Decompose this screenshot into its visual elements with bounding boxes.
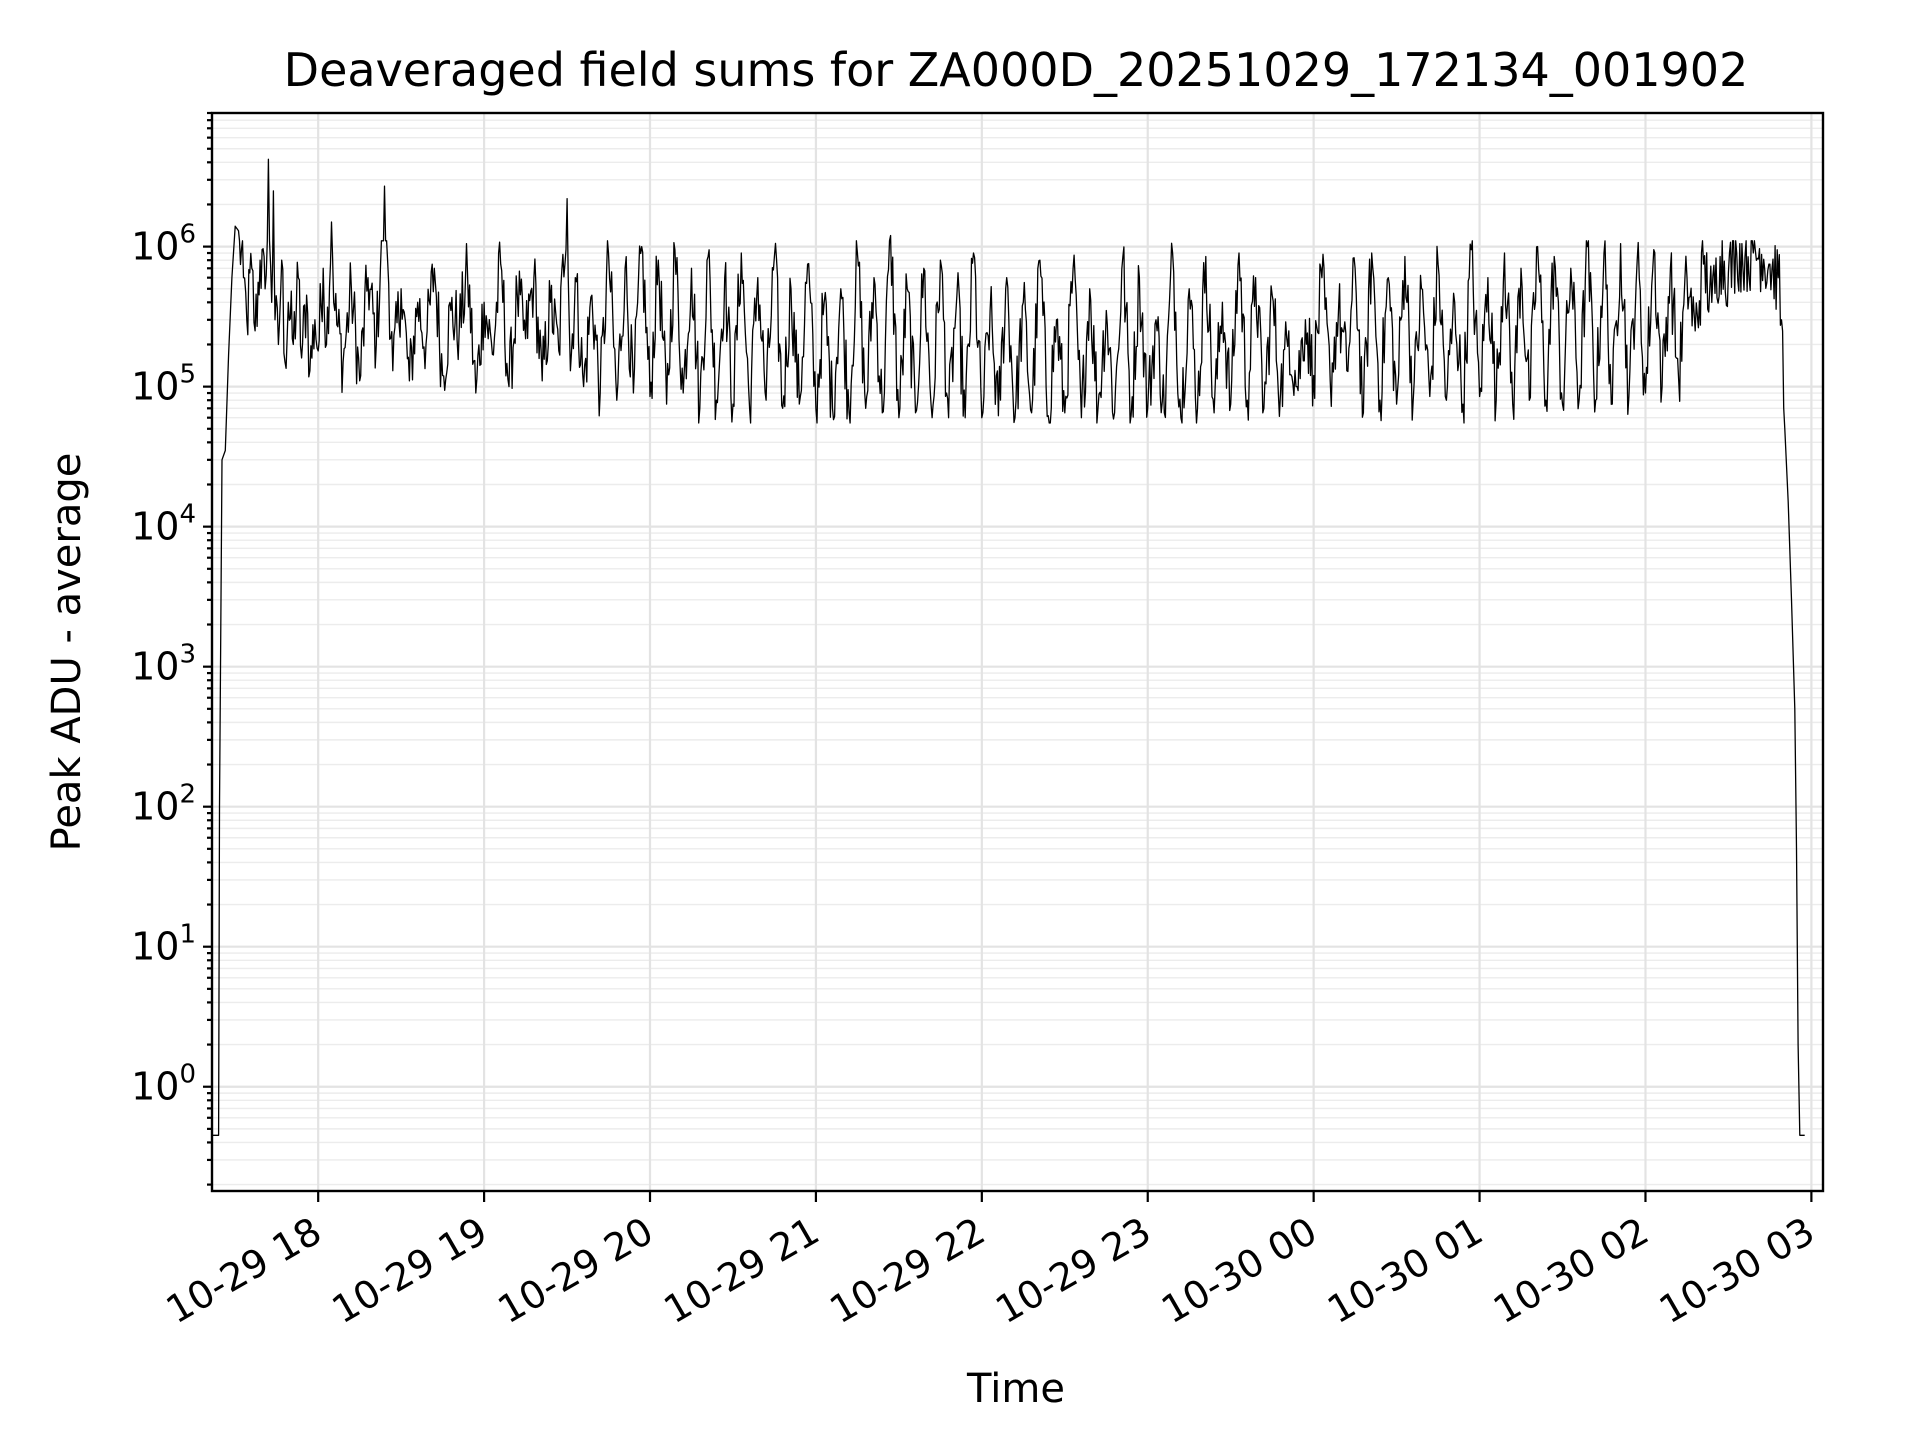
plot-frame — [210, 111, 1825, 1193]
series-layer — [212, 158, 1805, 1136]
x-axis-label: Time — [966, 1366, 1065, 1412]
series-line — [212, 158, 1805, 1136]
y-tick-label: 102 — [131, 780, 196, 829]
y-tick-label: 103 — [131, 640, 196, 689]
minor-grid — [212, 112, 1823, 1186]
chart-title: Deaveraged field sums for ZA000D_2025102… — [284, 43, 1749, 97]
y-tick-label: 106 — [131, 220, 196, 269]
y-tick-label: 104 — [131, 500, 196, 549]
y-axis-label: Peak ADU - average — [44, 453, 90, 852]
y-axis: 100 101 102 103 104 105 106 — [131, 111, 212, 1186]
y-tick-label: 101 — [131, 920, 196, 969]
y-tick-label: 105 — [131, 360, 196, 409]
y-tick-label: 100 — [131, 1060, 196, 1109]
